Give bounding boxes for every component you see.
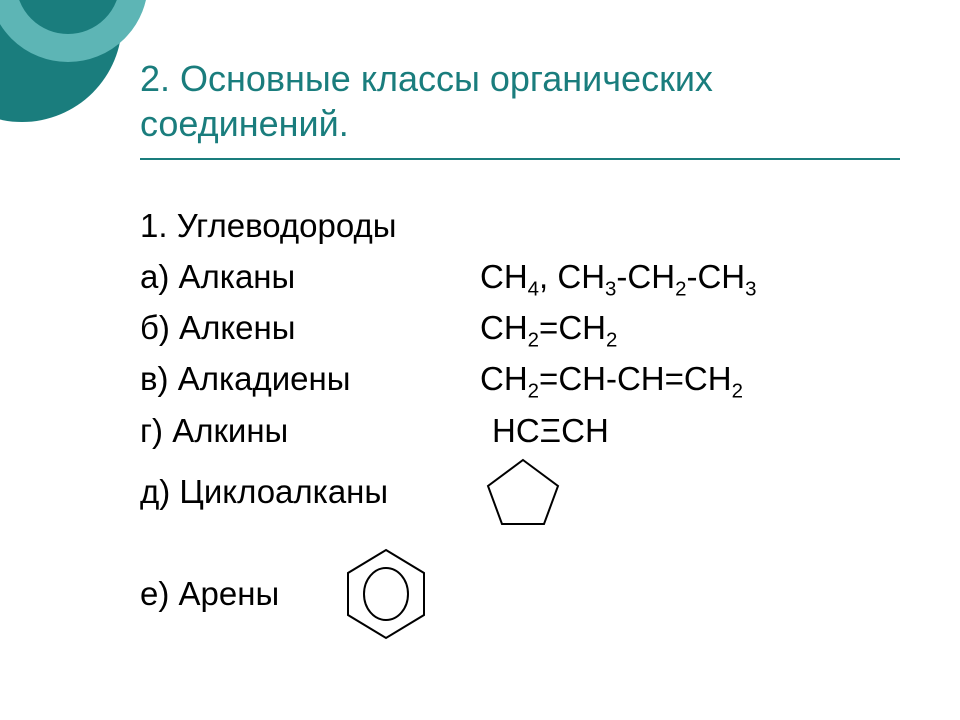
- item-v-label: в) Алкадиены: [140, 353, 480, 404]
- section-heading: 1. Углеводороды: [140, 200, 900, 251]
- item-e: е) Арены: [140, 546, 900, 642]
- item-v-formula: CH2=CH-CH=CH2: [480, 353, 743, 404]
- item-b-label: б) Алкены: [140, 302, 480, 353]
- item-d-label: д) Циклоалканы: [140, 466, 480, 517]
- pentagon-shape: [488, 460, 558, 524]
- item-g-formula: HCΞCH: [492, 405, 609, 456]
- item-a-formula: CH4, CH3-CH2-CH3: [480, 251, 756, 302]
- item-v: в) Алкадиены CH2=CH-CH=CH2: [140, 353, 900, 404]
- slide: 2. Основные классы органических соединен…: [0, 0, 960, 720]
- section-heading-text: 1. Углеводороды: [140, 200, 396, 251]
- body: 1. Углеводороды а) Алканы CH4, CH3-CH2-C…: [140, 200, 900, 642]
- item-b: б) Алкены CH2=CH2: [140, 302, 900, 353]
- item-e-label: е) Арены: [140, 568, 340, 619]
- item-g: г) Алкины HCΞCH: [140, 405, 900, 456]
- item-b-formula: CH2=CH2: [480, 302, 617, 353]
- title-underline: [140, 158, 900, 160]
- item-a-label: а) Алканы: [140, 251, 480, 302]
- slide-title: 2. Основные классы органических соединен…: [140, 56, 900, 146]
- spacer: [140, 528, 900, 546]
- benzene-ring: [364, 568, 408, 620]
- hexagon-shape: [348, 550, 424, 638]
- benzene-icon: [344, 546, 428, 642]
- item-a: а) Алканы CH4, CH3-CH2-CH3: [140, 251, 900, 302]
- cyclopentane-icon: [484, 456, 562, 528]
- item-g-label: г) Алкины: [140, 405, 480, 456]
- title-block: 2. Основные классы органических соединен…: [140, 56, 900, 168]
- item-d: д) Циклоалканы: [140, 456, 900, 528]
